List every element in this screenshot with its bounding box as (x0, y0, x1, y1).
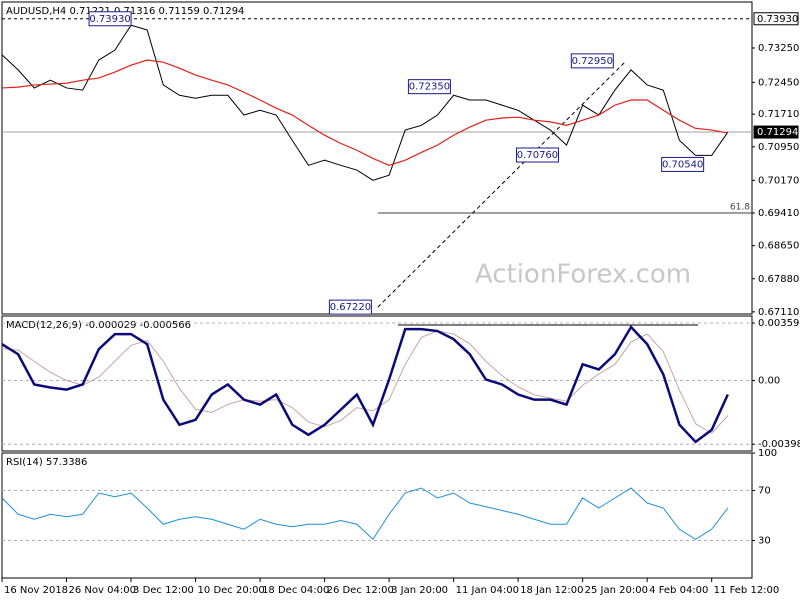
annotation-label: 0.72350 (409, 82, 450, 93)
y-tick-label: 0.69410 (758, 208, 799, 219)
y-tick-label: 100 (758, 448, 777, 459)
x-tick-label: 4 Feb 04:00 (649, 585, 708, 596)
y-tick-label: 0.68650 (758, 241, 799, 252)
y-tick-label: 0.70950 (758, 142, 799, 153)
y-tick-label: 0.73250 (758, 43, 799, 54)
price-level-label: 0.73930 (757, 14, 798, 25)
series-line (1, 487, 729, 541)
annotation-label: 0.70760 (517, 150, 558, 161)
panel-title: RSI(14) 57.3386 (6, 457, 87, 468)
x-tick-label: 3 Jan 20:00 (391, 585, 448, 596)
annotation-box (570, 53, 614, 69)
y-tick-label: 0.003592 (758, 318, 800, 329)
annotation-label: 0.67220 (330, 302, 371, 313)
y-tick-label: 0.67880 (758, 274, 799, 285)
y-tick-label: 0.00 (758, 375, 780, 386)
x-tick-label: 11 Feb 12:00 (714, 585, 780, 596)
series-line (1, 24, 729, 181)
annotation-label: 0.70540 (662, 159, 703, 170)
y-tick-label: 0.67110 (758, 307, 799, 318)
annotation-box (328, 299, 372, 315)
price-level-box (753, 12, 799, 26)
y-tick-label: 0.71710 (758, 109, 799, 120)
annotation-box (88, 11, 132, 27)
fibo-label: 61.8 (730, 203, 750, 213)
x-tick-label: 26 Nov 04:00 (69, 585, 136, 596)
y-tick-label: 70 (758, 486, 771, 497)
annotation-box (661, 156, 705, 172)
y-tick-label: -0.003986 (758, 439, 800, 450)
watermark: ActionForex.com (475, 260, 691, 290)
series-line (1, 324, 729, 444)
y-tick-label: 0.70170 (758, 175, 799, 186)
panel-frame (1, 452, 753, 579)
annotation-box (515, 147, 559, 163)
panel-frame (1, 315, 753, 452)
price-level-label: 0.71294 (757, 127, 798, 138)
series-line (1, 59, 728, 166)
y-tick-label: 30 (758, 536, 771, 547)
price-level-box (753, 125, 799, 139)
x-tick-label: 3 Dec 12:00 (133, 585, 194, 596)
x-tick-label: 16 Nov 2018 (4, 585, 68, 596)
x-tick-label: 11 Jan 04:00 (456, 585, 519, 596)
x-tick-label: 25 Jan 20:00 (585, 585, 648, 596)
annotation-box (407, 79, 451, 95)
trend-line (377, 60, 627, 308)
x-tick-label: 26 Dec 12:00 (327, 585, 394, 596)
y-tick-label: 0.72450 (758, 77, 799, 88)
x-tick-label: 18 Jan 12:00 (520, 585, 583, 596)
x-tick-label: 10 Dec 20:00 (198, 585, 265, 596)
panel-frame (1, 1, 753, 315)
panel-title: MACD(12,26,9) -0.000029 -0.000566 (6, 320, 191, 331)
x-tick-label: 18 Dec 04:00 (262, 585, 329, 596)
annotation-label: 0.72950 (572, 56, 613, 67)
annotation-label: 0.73930 (89, 14, 130, 25)
